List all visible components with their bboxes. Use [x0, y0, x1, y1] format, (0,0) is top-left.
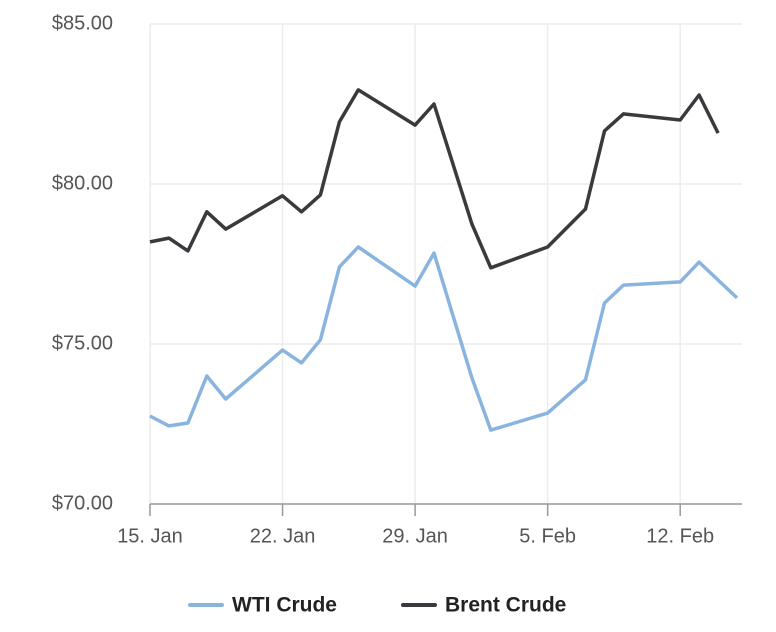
y-tick-label: $80.00 [52, 172, 113, 194]
legend-text: WTI Crude [232, 594, 337, 617]
y-tick-label: $75.00 [52, 332, 113, 354]
y-tick-label: $85.00 [52, 12, 113, 34]
x-tick-label: 15. Jan [117, 525, 183, 547]
x-tick-label: 22. Jan [250, 525, 316, 547]
x-tick-label: 12. Feb [646, 525, 714, 547]
line [149, 88, 720, 270]
x-tick-label: 29. Jan [382, 525, 448, 547]
line [149, 245, 739, 432]
x-tick-label: 5. Feb [519, 525, 576, 547]
y-tick-label: $70.00 [52, 492, 113, 514]
legend-text: Brent Crude [445, 594, 566, 617]
